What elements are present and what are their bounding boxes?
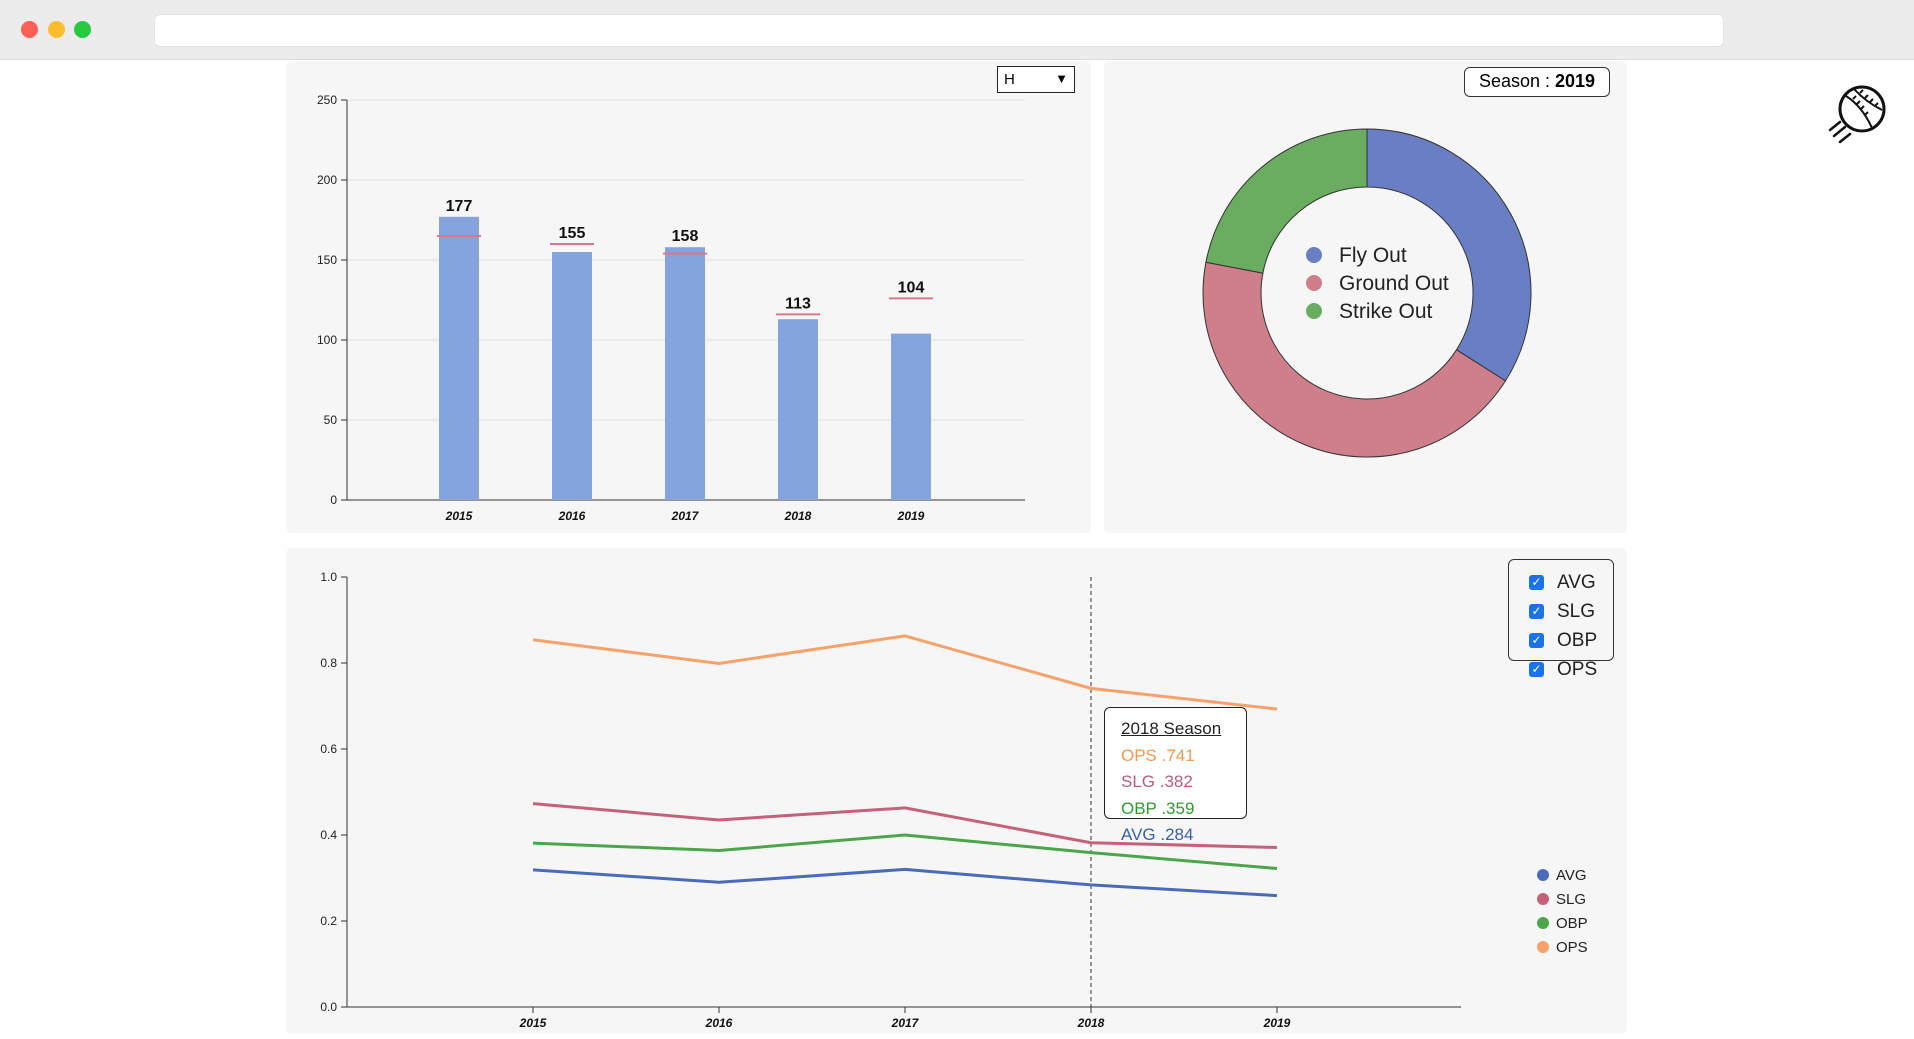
series-line-slg — [532, 802, 1278, 849]
stat-select[interactable]: H ▼ — [997, 66, 1075, 93]
checkbox-ops[interactable]: ✓ — [1529, 662, 1544, 677]
tooltip-ops: OPS .741 — [1121, 745, 1195, 765]
hits-bar-chart-panel: 0 50 100 150 200 250 177 2015 155 2016 158 2017 113 2… — [286, 61, 1091, 533]
maximize-window-button[interactable] — [74, 21, 91, 38]
filter-label-obp: OBP — [1557, 629, 1598, 651]
bar-x-tick-label: 2019 — [897, 509, 925, 523]
tooltip-avg: AVG .284 — [1121, 825, 1194, 844]
tooltip-slg: SLG .382 — [1121, 772, 1193, 791]
rate-stats-line-chart: 0.0 0.2 0.4 0.6 0.8 1.0 2015 2016 2017 2018 2019 AV… — [320, 570, 1588, 1030]
line-x-tick-label: 2019 — [1263, 1016, 1291, 1030]
season-label-year: 2019 — [1555, 71, 1596, 91]
line-legend-label: OBP — [1556, 915, 1588, 932]
bar-value-label-2015: 177 — [446, 198, 473, 215]
season-label: Season : 2019 — [1464, 67, 1610, 97]
season-label-prefix: Season : — [1478, 71, 1555, 91]
filter-label-avg: AVG — [1557, 571, 1596, 593]
bar-y-tick-label: 0 — [330, 493, 337, 507]
bar-value-label-2019: 104 — [898, 279, 925, 296]
bar-y-tick-label: 50 — [324, 413, 338, 427]
close-window-button[interactable] — [21, 21, 38, 38]
stat-select-value: H — [1004, 71, 1015, 88]
line-legend-label: OPS — [1556, 939, 1588, 956]
line-legend-marker — [1537, 893, 1549, 905]
address-bar[interactable] — [154, 14, 1724, 47]
filter-option-obp[interactable]: ✓ OBP — [1529, 626, 1613, 655]
chevron-down-icon: ▼ — [1055, 71, 1068, 86]
filter-option-ops[interactable]: ✓ OPS — [1529, 655, 1613, 684]
bar-y-tick-label: 250 — [317, 93, 337, 107]
donut-legend-label: Ground Out — [1339, 272, 1449, 295]
donut-slice-ground-out — [1202, 261, 1507, 458]
bar-x-tick-label: 2017 — [671, 509, 700, 523]
series-line-obp — [532, 833, 1278, 871]
line-x-tick-label: 2017 — [891, 1016, 920, 1030]
line-legend-marker — [1537, 941, 1549, 953]
donut-legend-label: Strike Out — [1339, 300, 1433, 323]
tooltip-title: 2018 Season — [1121, 719, 1222, 738]
bar-y-tick-label: 200 — [317, 173, 337, 187]
line-y-tick-label: 0.6 — [320, 742, 337, 756]
bar-2016 — [552, 252, 592, 500]
filter-option-avg[interactable]: ✓ AVG — [1529, 568, 1613, 597]
bar-2018 — [778, 319, 818, 500]
donut-legend-label: Fly Out — [1339, 244, 1407, 267]
line-x-tick-label: 2018 — [1077, 1016, 1105, 1030]
rate-stats-line-panel: 0.0 0.2 0.4 0.6 0.8 1.0 2015 2016 2017 2018 2019 AV… — [286, 548, 1627, 1034]
donut-slice-strike-out — [1205, 128, 1368, 274]
out-types-donut-panel: Fly Out Ground Out Strike Out Season : 201… — [1104, 61, 1627, 533]
checkbox-avg[interactable]: ✓ — [1529, 575, 1544, 590]
line-y-tick-label: 1.0 — [320, 570, 337, 584]
bar-2017 — [665, 247, 705, 500]
checkbox-obp[interactable]: ✓ — [1529, 633, 1544, 648]
line-y-tick-label: 0.0 — [320, 1000, 337, 1014]
bar-value-label-2017: 158 — [672, 228, 699, 245]
bar-2019 — [891, 333, 931, 500]
series-line-ops — [532, 634, 1278, 711]
line-y-tick-label: 0.8 — [320, 656, 337, 670]
donut-slice-fly-out — [1366, 128, 1532, 382]
bar-x-tick-label: 2018 — [784, 509, 812, 523]
browser-toolbar — [0, 0, 1914, 60]
bar-2015 — [439, 216, 479, 501]
bar-y-tick-label: 150 — [317, 253, 337, 267]
minimize-window-button[interactable] — [48, 21, 65, 38]
line-x-tick-label: 2015 — [519, 1016, 547, 1030]
filter-label-ops: OPS — [1557, 658, 1598, 680]
season-tooltip: 2018 Season OPS .741 SLG .382 OBP .359 A… — [1104, 707, 1247, 844]
series-filter: ✓ AVG ✓ SLG ✓ OBP ✓ OPS — [1508, 559, 1614, 680]
out-types-donut-chart: Fly Out Ground Out Strike Out — [1202, 128, 1532, 458]
donut-legend-marker — [1306, 247, 1322, 263]
filter-label-slg: SLG — [1557, 600, 1596, 622]
baseball-icon — [1828, 85, 1886, 144]
line-y-tick-label: 0.2 — [320, 914, 337, 928]
filter-option-slg[interactable]: ✓ SLG — [1529, 597, 1613, 626]
line-x-tick-label: 2016 — [705, 1016, 733, 1030]
bar-x-tick-label: 2016 — [558, 509, 586, 523]
line-legend-label: SLG — [1556, 891, 1586, 908]
bar-y-tick-label: 100 — [317, 333, 337, 347]
donut-legend-marker — [1306, 275, 1322, 291]
hits-bar-chart: 0 50 100 150 200 250 177 2015 155 2016 158 2017 113 2… — [317, 93, 1025, 523]
line-legend-marker — [1537, 917, 1549, 929]
bar-value-label-2016: 155 — [559, 225, 586, 242]
checkbox-slg[interactable]: ✓ — [1529, 604, 1544, 619]
line-legend-marker — [1537, 869, 1549, 881]
bar-x-tick-label: 2015 — [445, 509, 473, 523]
donut-legend-marker — [1306, 303, 1322, 319]
bar-value-label-2018: 113 — [785, 295, 811, 312]
series-line-avg — [532, 867, 1278, 898]
tooltip-obp: OBP .359 — [1121, 798, 1195, 818]
line-legend-label: AVG — [1556, 867, 1587, 884]
line-y-tick-label: 0.4 — [320, 828, 337, 842]
